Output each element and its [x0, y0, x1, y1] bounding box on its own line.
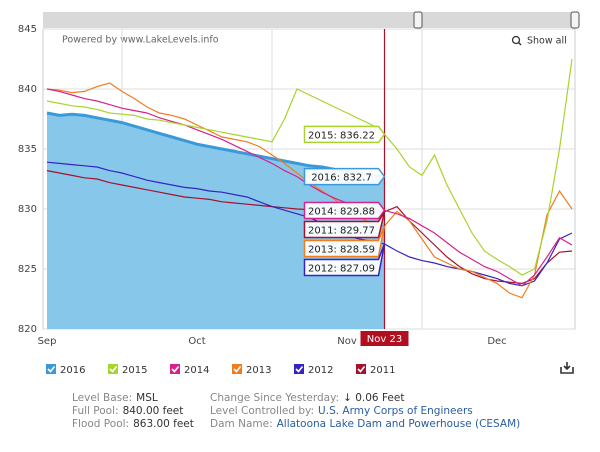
y-tick-label: 840 [18, 84, 37, 95]
legend-check [233, 366, 242, 373]
info-row: Level Controlled by: U.S. Army Corps of E… [210, 405, 473, 417]
x-tick-label: Oct [188, 336, 205, 347]
line [46, 58, 573, 276]
tooltip: 2015: 836.22 [308, 130, 375, 141]
tooltip-box [303, 201, 386, 220]
crosshair-label: Nov 23 [367, 334, 402, 345]
info-value: MSL [136, 392, 158, 404]
legend-label: 2013 [246, 365, 271, 376]
legend-checkbox [170, 364, 180, 374]
info-row: Flood Pool: 863.00 feet [72, 418, 194, 430]
legend-check [109, 366, 118, 373]
legend-check [47, 366, 56, 373]
tooltip: 2012: 827.09 [308, 263, 375, 274]
info-label: Dam Name: [210, 418, 273, 430]
info-label: Level Base: [72, 392, 132, 404]
tooltip: 2014: 829.88 [308, 206, 375, 217]
legend-item[interactable]: 2014 [170, 364, 209, 376]
legend-checkbox [232, 364, 242, 374]
x-tick-label: Sep [38, 336, 57, 347]
info-value: U.S. Army Corps of Engineers [318, 405, 473, 417]
info-label: Level Controlled by: [210, 405, 314, 417]
navigator-handle[interactable] [413, 11, 423, 29]
tooltip: 2016: 832.7 [311, 173, 372, 184]
tooltip-box [303, 125, 386, 144]
x-tick-label: Dec [487, 336, 506, 347]
info-label: Full Pool: [72, 405, 119, 417]
info-value: Allatoona Lake Dam and Powerhouse (CESAM… [277, 418, 521, 430]
info-label: Flood Pool: [72, 418, 129, 430]
show-all-button[interactable]: Show all [511, 36, 567, 47]
legend-item[interactable]: 2012 [294, 364, 333, 376]
y-tick-label: 845 [18, 24, 37, 35]
tooltip-box [303, 211, 386, 239]
info-label: Change Since Yesterday: [210, 392, 339, 404]
tooltip: 2013: 828.59 [308, 244, 375, 255]
legend-label: 2016 [60, 365, 85, 376]
download-button[interactable] [560, 362, 574, 374]
info-value: 863.00 feet [133, 418, 194, 430]
info-row: Full Pool: 840.00 feet [72, 405, 183, 417]
legend-check [171, 366, 180, 373]
tooltip-box [303, 167, 386, 186]
info-value: 840.00 feet [123, 405, 184, 417]
legend-label: 2012 [308, 365, 333, 376]
legend-item[interactable]: 2013 [232, 364, 271, 376]
legend-checkbox [294, 364, 304, 374]
navigator[interactable] [43, 12, 576, 28]
y-tick-label: 835 [18, 144, 37, 155]
y-tick-label: 820 [18, 324, 37, 335]
legend-label: 2011 [370, 365, 395, 376]
info-value: ↓ 0.06 Feet [343, 392, 404, 404]
legend-check [357, 366, 366, 373]
tooltip-box [303, 243, 386, 277]
series-layer [46, 58, 573, 329]
crosshair-label-box [360, 331, 409, 346]
info-row: Dam Name: Allatoona Lake Dam and Powerhou… [210, 418, 520, 430]
area [47, 113, 385, 329]
tooltip-box [303, 225, 386, 258]
show-all[interactable]: Show all [527, 36, 567, 47]
legend-item[interactable]: 2011 [356, 364, 395, 376]
info-row: Level Base: MSL [72, 392, 158, 404]
legend-item[interactable]: 2016 [46, 364, 85, 376]
y-tick-label: 830 [18, 204, 37, 215]
powered-by: Powered by www.LakeLevels.info [62, 35, 219, 46]
x-tick-label: Nov [337, 336, 357, 347]
legend-checkbox [46, 364, 56, 374]
navigator-handle[interactable] [570, 11, 580, 29]
legend-item[interactable]: 2015 [108, 364, 147, 376]
info-row: Change Since Yesterday: ↓ 0.06 Feet [210, 392, 404, 404]
tooltip: 2011: 829.77 [308, 225, 375, 236]
legend-label: 2015 [122, 365, 147, 376]
legend-check [295, 366, 304, 373]
legend-checkbox [108, 364, 118, 374]
legend-label: 2014 [184, 365, 209, 376]
y-tick-label: 825 [18, 264, 37, 275]
legend-checkbox [356, 364, 366, 374]
